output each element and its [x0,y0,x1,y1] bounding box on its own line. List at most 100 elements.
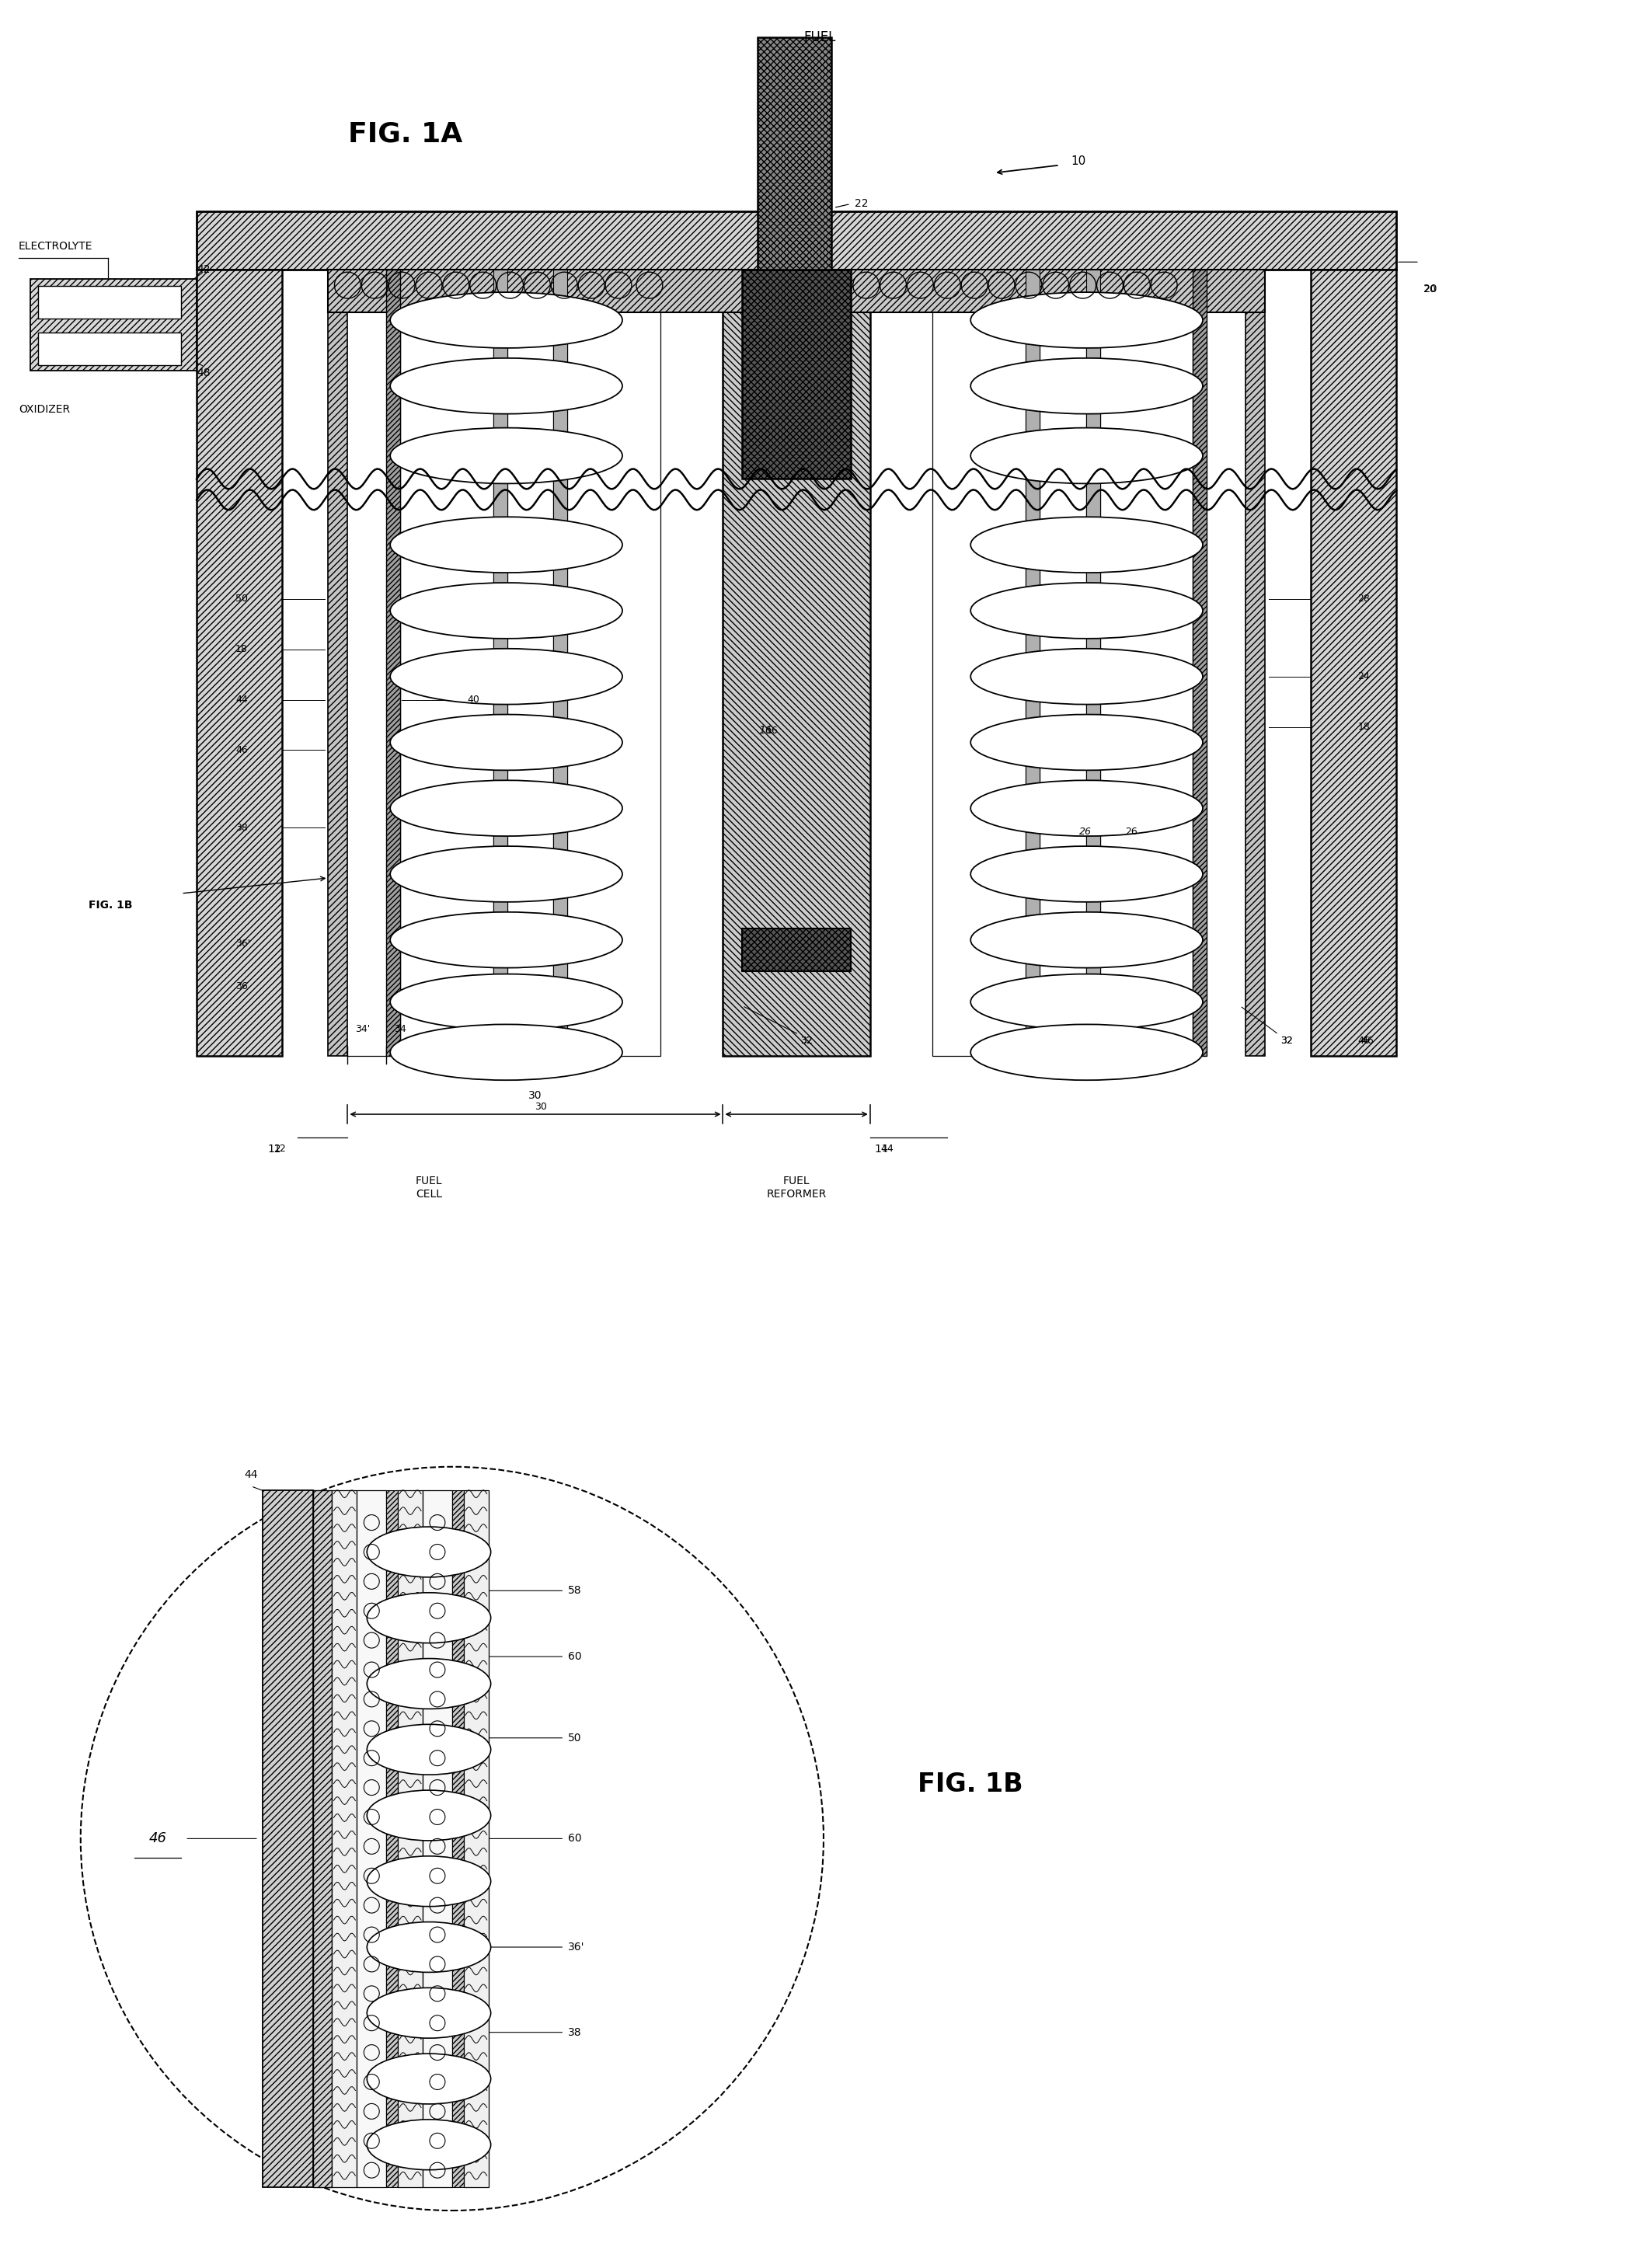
Ellipse shape [390,714,623,771]
Ellipse shape [390,846,623,903]
Text: FIG. 1A: FIG. 1A [348,120,462,147]
Ellipse shape [368,1658,491,1708]
Bar [758,36,831,270]
Bar [37,333,181,365]
Ellipse shape [390,293,623,347]
Ellipse shape [390,429,623,483]
Text: 12: 12 [273,1143,286,1154]
Bar [1193,270,1207,1057]
Ellipse shape [390,780,623,837]
Text: ELECTROLYTE: ELECTROLYTE [20,240,93,252]
Text: 32: 32 [1280,1036,1292,1046]
Bar [399,1490,423,2186]
Text: 36': 36' [236,939,251,948]
Bar [197,211,1396,270]
Ellipse shape [368,1724,491,1776]
Text: FUEL
CELL: FUEL CELL [415,1175,443,1200]
Text: 46: 46 [236,746,247,755]
Text: 60: 60 [568,1833,582,1844]
Text: 30: 30 [535,1102,547,1111]
Text: 36': 36' [568,1941,584,1953]
Bar [508,270,553,1057]
Bar [742,270,851,479]
Text: 30: 30 [529,1091,542,1100]
Text: 28: 28 [1357,594,1370,603]
Bar [452,1490,464,2186]
Bar [722,270,870,1057]
Text: 18: 18 [1357,721,1370,733]
Text: FIG. 1B: FIG. 1B [88,900,132,909]
Text: 22: 22 [854,200,869,209]
Bar [1245,270,1264,1057]
Bar [329,270,348,1057]
Ellipse shape [971,973,1202,1030]
Ellipse shape [971,714,1202,771]
Text: 32: 32 [800,1036,812,1046]
Bar [932,270,1025,1057]
Bar [1311,270,1396,1057]
Bar [386,1490,399,2186]
Bar [197,270,281,1057]
Text: 48: 48 [197,367,210,379]
Bar [1040,270,1085,1057]
Bar [356,1490,386,2186]
Bar [568,270,661,1057]
Text: 12: 12 [267,1143,281,1154]
Bar [332,1490,356,2186]
Text: 34: 34 [394,1023,407,1034]
Text: 50: 50 [236,594,247,603]
Text: 32: 32 [1280,1036,1292,1046]
Bar [742,928,851,971]
Ellipse shape [368,1789,491,1842]
Text: 60: 60 [568,1651,582,1662]
Ellipse shape [390,912,623,968]
Ellipse shape [390,583,623,640]
Text: 44: 44 [244,1470,257,1481]
Ellipse shape [971,429,1202,483]
Ellipse shape [390,1025,623,1080]
Text: 26: 26 [1126,826,1137,837]
Text: FUEL: FUEL [804,29,836,45]
Text: FUEL
REFORMER: FUEL REFORMER [766,1175,827,1200]
Ellipse shape [390,517,623,574]
Text: 16: 16 [758,726,773,737]
Ellipse shape [368,2121,491,2170]
Ellipse shape [971,780,1202,837]
Text: 46: 46 [150,1833,168,1846]
Ellipse shape [368,1592,491,1642]
Text: 18: 18 [236,644,247,655]
Ellipse shape [368,1526,491,1576]
Ellipse shape [971,912,1202,968]
Bar [1100,270,1193,1057]
Bar [312,1490,332,2186]
Bar [37,286,181,318]
Bar [329,270,1264,313]
Ellipse shape [971,583,1202,640]
Bar [464,1490,488,2186]
Bar [1025,270,1040,1057]
Bar [493,270,508,1057]
Text: 42: 42 [197,265,210,274]
Text: OXIDIZER: OXIDIZER [20,404,70,415]
Text: 26: 26 [1079,826,1092,837]
Text: 38: 38 [236,823,247,832]
Ellipse shape [368,1987,491,2039]
Ellipse shape [368,1921,491,1973]
Text: 14: 14 [882,1143,893,1154]
Text: 16: 16 [766,726,778,735]
Ellipse shape [971,358,1202,413]
Bar [423,1490,452,2186]
Text: 10: 10 [1071,156,1087,168]
Text: 50: 50 [568,1733,582,1744]
Text: 32: 32 [800,1036,812,1046]
Text: 14: 14 [875,1143,888,1154]
Text: 34': 34' [355,1023,371,1034]
Text: 36: 36 [236,982,247,991]
Bar [400,270,493,1057]
Ellipse shape [971,293,1202,347]
Bar [31,279,197,370]
Text: 38: 38 [568,2028,582,2037]
Text: 46: 46 [1362,1036,1373,1046]
Ellipse shape [368,1855,491,1907]
Text: 40: 40 [467,694,480,705]
